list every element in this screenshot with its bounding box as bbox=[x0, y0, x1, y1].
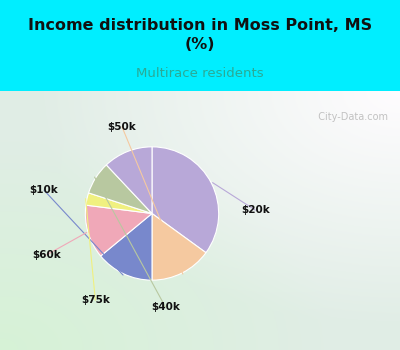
Wedge shape bbox=[88, 165, 152, 214]
Wedge shape bbox=[152, 214, 206, 280]
Wedge shape bbox=[85, 205, 152, 256]
Text: $40k: $40k bbox=[151, 302, 180, 312]
Wedge shape bbox=[101, 214, 152, 280]
Wedge shape bbox=[106, 147, 152, 214]
Text: Income distribution in Moss Point, MS
(%): Income distribution in Moss Point, MS (%… bbox=[28, 18, 372, 52]
Text: $75k: $75k bbox=[81, 295, 110, 305]
Wedge shape bbox=[152, 147, 219, 253]
Text: $20k: $20k bbox=[241, 205, 270, 215]
Text: $60k: $60k bbox=[32, 250, 61, 260]
Text: $50k: $50k bbox=[108, 122, 136, 132]
Text: $10k: $10k bbox=[30, 185, 58, 195]
Text: City-Data.com: City-Data.com bbox=[312, 112, 388, 122]
Wedge shape bbox=[86, 193, 152, 214]
Text: Multirace residents: Multirace residents bbox=[136, 67, 264, 80]
